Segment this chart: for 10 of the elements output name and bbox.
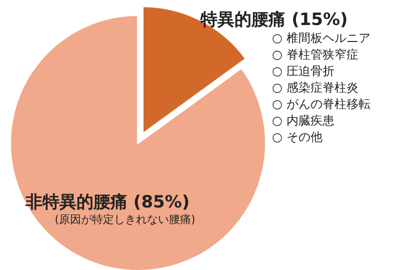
text: ○ 椎間板ヘルニア [272,31,370,45]
slice-label: 特異的腰痛 (15%) [200,10,348,30]
slice-label: 非特異的腰痛 (85%) [24,192,190,213]
text: ○ その他 [272,130,322,144]
text: ○ 圧迫骨折 [272,64,334,78]
text: ○ 内臓疾患 [272,114,334,128]
text: (原因が特定しきれない腰痛) [54,213,196,226]
text: ○ がんの脊柱移転 [272,97,370,111]
text: ○ 感染症脊柱炎 [272,80,358,94]
text: ○ 脊柱管狭窄症 [272,48,358,62]
